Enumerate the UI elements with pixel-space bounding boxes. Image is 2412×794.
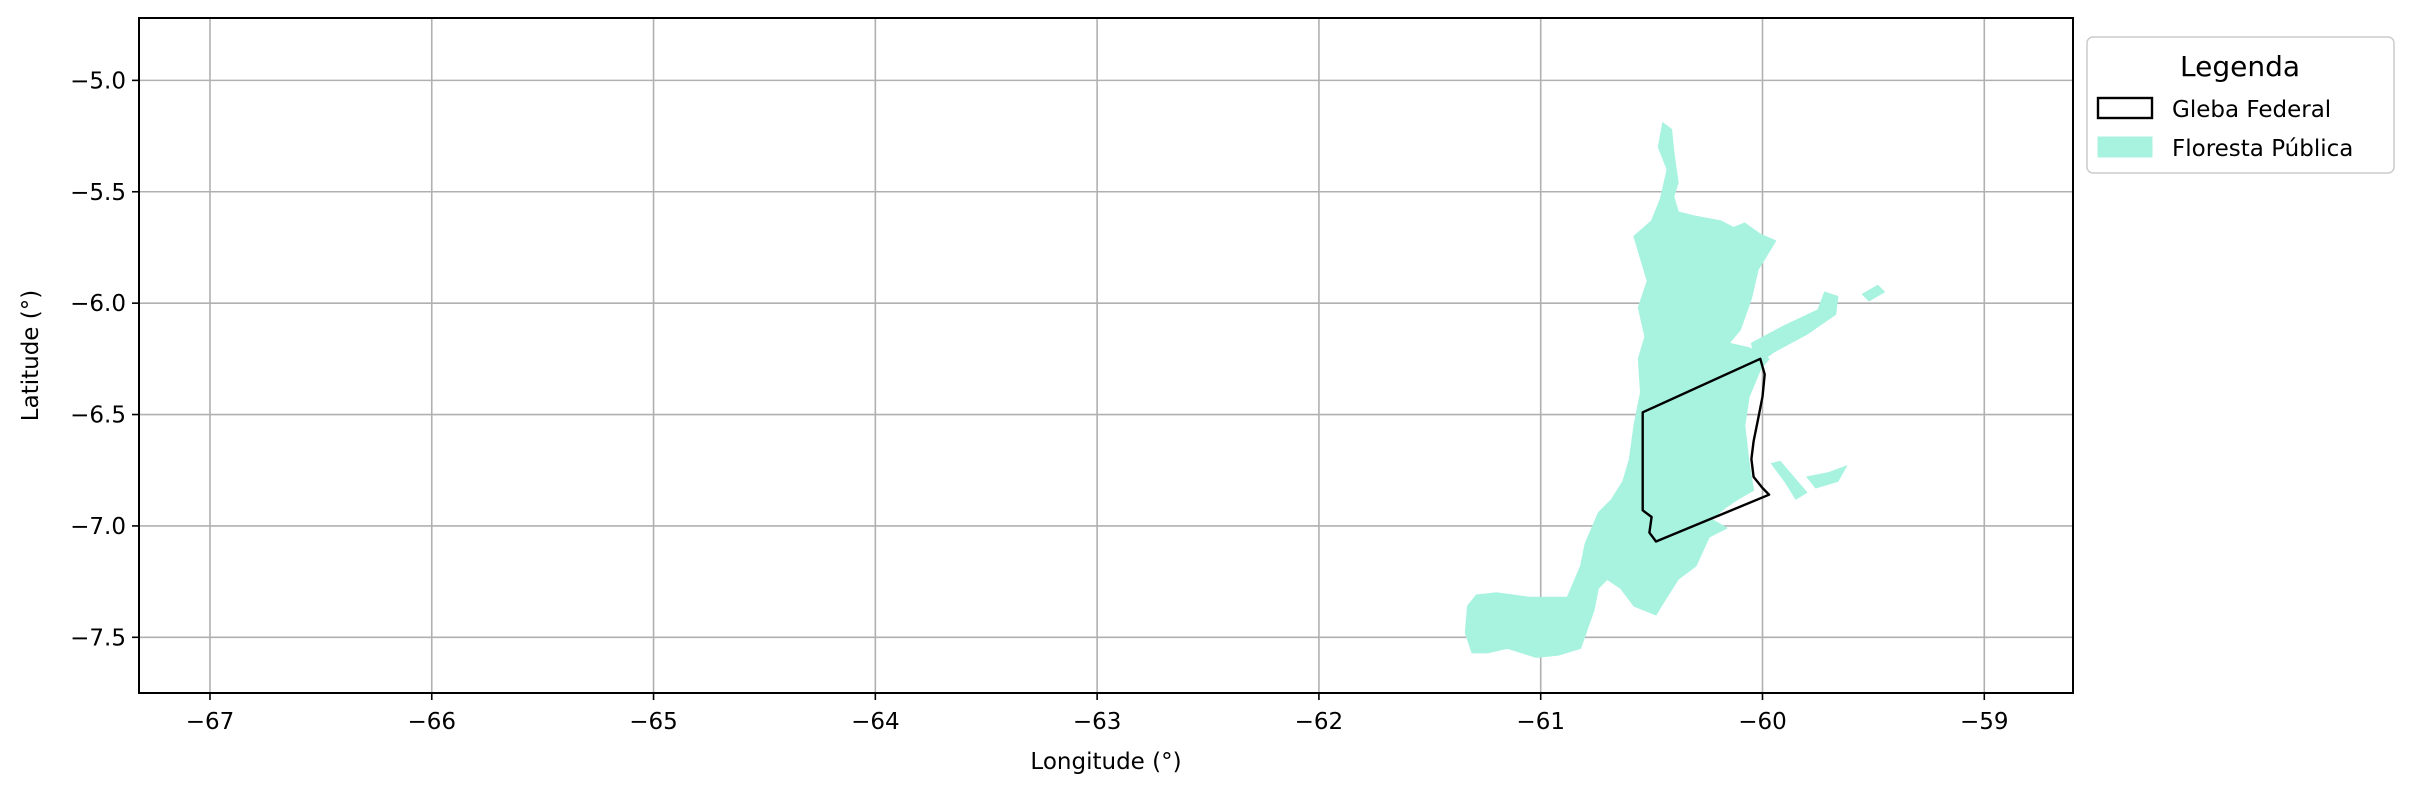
x-tick-label: −63 — [1073, 709, 1122, 735]
polygon-layer — [1464, 122, 1885, 658]
x-tick-label: −61 — [1516, 709, 1565, 735]
y-tick-label: −6.0 — [70, 291, 126, 317]
legend-box — [2086, 36, 2395, 174]
x-tick-label: −64 — [851, 709, 900, 735]
y-tick-label: −7.5 — [70, 625, 126, 651]
x-tick-label: −59 — [1960, 709, 2009, 735]
x-axis-label: Longitude (°) — [1030, 749, 1181, 775]
y-tick-label: −6.5 — [70, 403, 126, 429]
x-tick-label: −67 — [186, 709, 235, 735]
x-tick-label: −62 — [1295, 709, 1344, 735]
y-tick-label: −7.0 — [70, 514, 126, 540]
y-tick-label: −5.0 — [70, 68, 126, 94]
legend-swatch-gleba-federal — [2096, 96, 2154, 120]
legend-title: Legenda — [2180, 50, 2300, 83]
floresta-publica-polygon — [1464, 122, 1777, 658]
grid-lines — [139, 18, 2073, 693]
axis-ticks: −67 −66 −65 −64 −63 −62 −61 −60 −59 −5.0 −5.5 −6.0 −… — [70, 68, 2008, 735]
floresta-publica-polygon — [1770, 460, 1808, 500]
floresta-publica-polygon — [1861, 284, 1885, 302]
x-tick-label: −66 — [407, 709, 456, 735]
legend-label-gleba-federal: Gleba Federal — [2172, 97, 2331, 123]
floresta-publica-polygon — [1806, 465, 1848, 489]
legend-label-floresta-publica: Floresta Pública — [2172, 136, 2353, 162]
gleba-federal-polygon — [1641, 357, 1771, 543]
floresta-publica-polygon — [1750, 291, 1839, 366]
x-tick-label: −65 — [629, 709, 678, 735]
plot-frame — [138, 17, 2074, 694]
y-tick-label: −5.5 — [70, 180, 126, 206]
x-tick-label: −60 — [1738, 709, 1787, 735]
legend-swatch-floresta-publica — [2097, 136, 2153, 158]
y-axis-label: Latitude (°) — [18, 290, 44, 421]
legend: Legenda Gleba Federal Floresta Pública — [2086, 36, 2395, 174]
